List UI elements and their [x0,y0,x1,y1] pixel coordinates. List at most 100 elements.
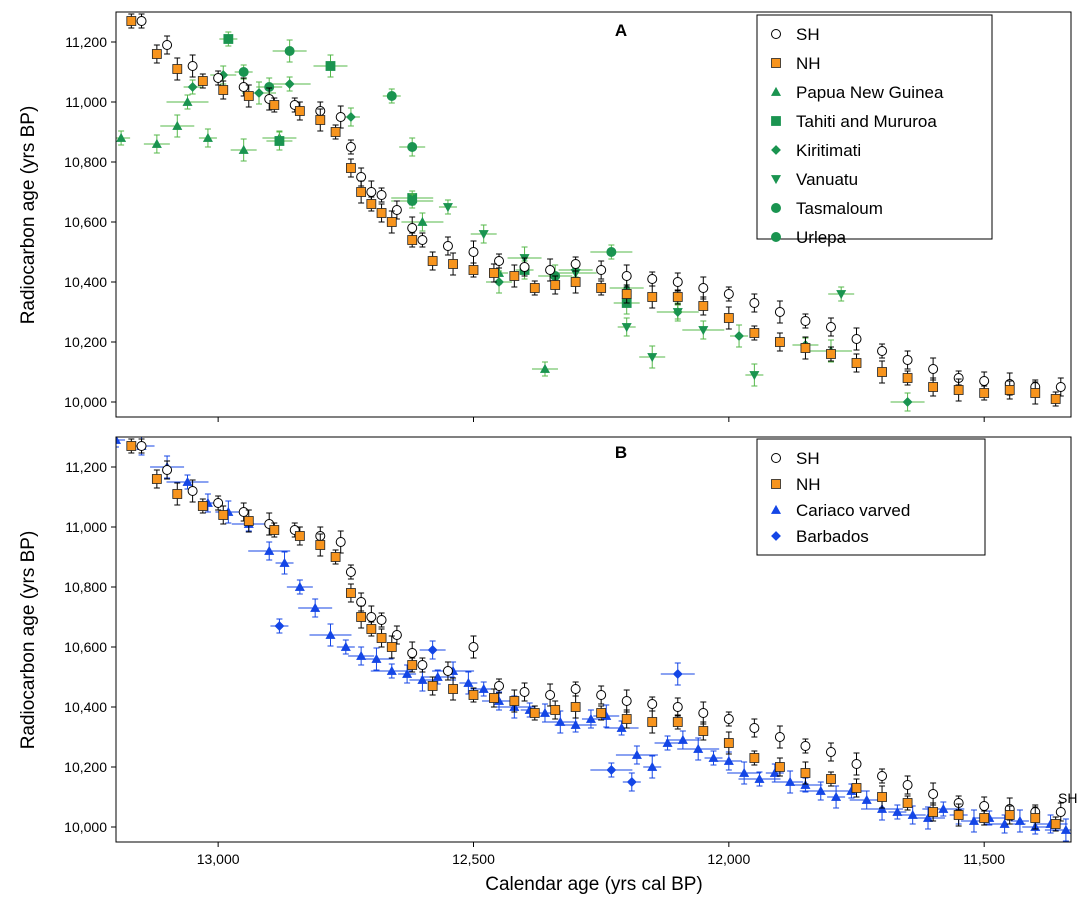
sh-point [774,732,785,742]
cariaco-varved-point [877,803,888,813]
nh-point [376,633,387,643]
legend-sh-marker [771,29,781,39]
legend-sh-label: SH [796,449,820,468]
legend-urlepa-marker [771,232,781,242]
nh-point [570,702,581,712]
panel-b-frame [115,436,1072,843]
papua-new-guinea-point [539,363,550,373]
x-axis-label: Calendar age (yrs cal BP) [485,874,703,895]
sh-point [825,322,836,332]
sh-point [345,567,356,577]
nh-point [197,501,208,511]
vanuatu-point [442,203,453,213]
barbados-point [672,669,683,679]
nh-point [775,762,785,772]
sh-point [825,747,836,757]
legend-tahiti-and-mururoa-label: Tahiti and Mururoa [796,112,937,131]
nh-point [448,684,458,694]
sh-point [902,780,913,790]
sh-point [851,334,862,344]
barbados-point [274,621,285,631]
panel-a-ytick-label: 11,000 [65,94,107,110]
sh-point [647,274,658,284]
panel-b-ticks: 10,000 10,200 10,400 10,600 10,800 11,000 11,2… [64,459,1005,867]
sh-point [621,696,632,706]
sh-point [519,687,530,697]
cariaco-varved-point [647,761,658,771]
panel-a: 10,000 10,200 10,400 10,600 10,800 11,000 11,2… [18,11,1072,422]
nh-point [294,531,305,541]
nh-point [800,343,811,353]
cariaco-varved-point [631,749,642,759]
papua-new-guinea-point [182,96,193,106]
sh-point [596,265,607,275]
nh-point [851,783,862,793]
sh-point [723,714,734,724]
sh-point [749,298,760,308]
panel-b-annotation: SH [1058,790,1077,806]
cariaco-varved-point [555,716,566,726]
legend-nh-marker [771,58,781,68]
sh-point [391,205,402,215]
nh-point [126,441,137,451]
tahiti-and-mururoa-point [325,61,336,71]
cariaco-varved-point [754,773,765,783]
legend-nh-label: NH [796,54,821,73]
sh-point [366,187,377,197]
cariaco-varved-point [693,743,704,753]
nh-point [243,516,254,526]
nh-point [509,696,520,706]
panel-b-xtick-label: 12,000 [707,851,750,867]
sh-point [136,16,147,26]
nh-point [315,115,326,125]
cariaco-varved-point [800,779,811,789]
nh-point [979,388,990,398]
nh-point [979,813,990,823]
cariaco-varved-point [386,665,397,675]
sh-point [774,307,785,317]
nh-point [902,798,913,808]
panel-a-ytick-label: 10,600 [64,214,107,230]
sh-point [187,61,198,71]
papua-new-guinea-point [238,144,249,154]
cariaco-varved-point [769,767,780,777]
panel-b-ytick-label: 11,200 [65,459,107,475]
nh-point [151,49,162,59]
nh-point [151,474,162,484]
papua-new-guinea-point [151,138,162,148]
nh-point [596,283,607,293]
nh-point [243,91,254,101]
vanuatu-point [478,230,489,240]
cariaco-varved-point [463,677,474,687]
urlepa-point [407,142,418,152]
sh-point [442,666,453,676]
panel-b-ytick-label: 10,000 [64,819,107,835]
nh-point [315,540,326,550]
kiritimati-point [254,88,264,98]
nh-point [427,256,438,266]
legend-urlepa-label: Urlepa [796,228,847,247]
papua-new-guinea-point [202,132,213,142]
legend-cariaco-varved-marker [770,504,782,514]
tasmaloum-point [284,46,295,56]
sh-point [723,289,734,299]
nh-point [448,259,458,269]
sh-point [1055,807,1066,817]
cariaco-varved-point [264,545,275,555]
nh-point [698,301,709,311]
sh-point [851,759,862,769]
sh-point [187,486,198,496]
sh-point [494,681,505,691]
panel-b-y-axis-label: Radiocarbon age (yrs BP) [18,531,39,750]
nh-point [672,717,683,727]
nh-point [723,313,734,323]
cariaco-varved-point [785,776,796,786]
cariaco-varved-point [723,755,734,765]
nh-point [1004,810,1015,820]
vanuatu-point [647,353,658,363]
nh-point [621,289,632,299]
panel-b-ytick-label: 10,200 [64,759,107,775]
panel-b-ytick-label: 10,600 [64,639,107,655]
cariaco-varved-point [662,737,673,747]
kiritimati-point [187,82,198,92]
